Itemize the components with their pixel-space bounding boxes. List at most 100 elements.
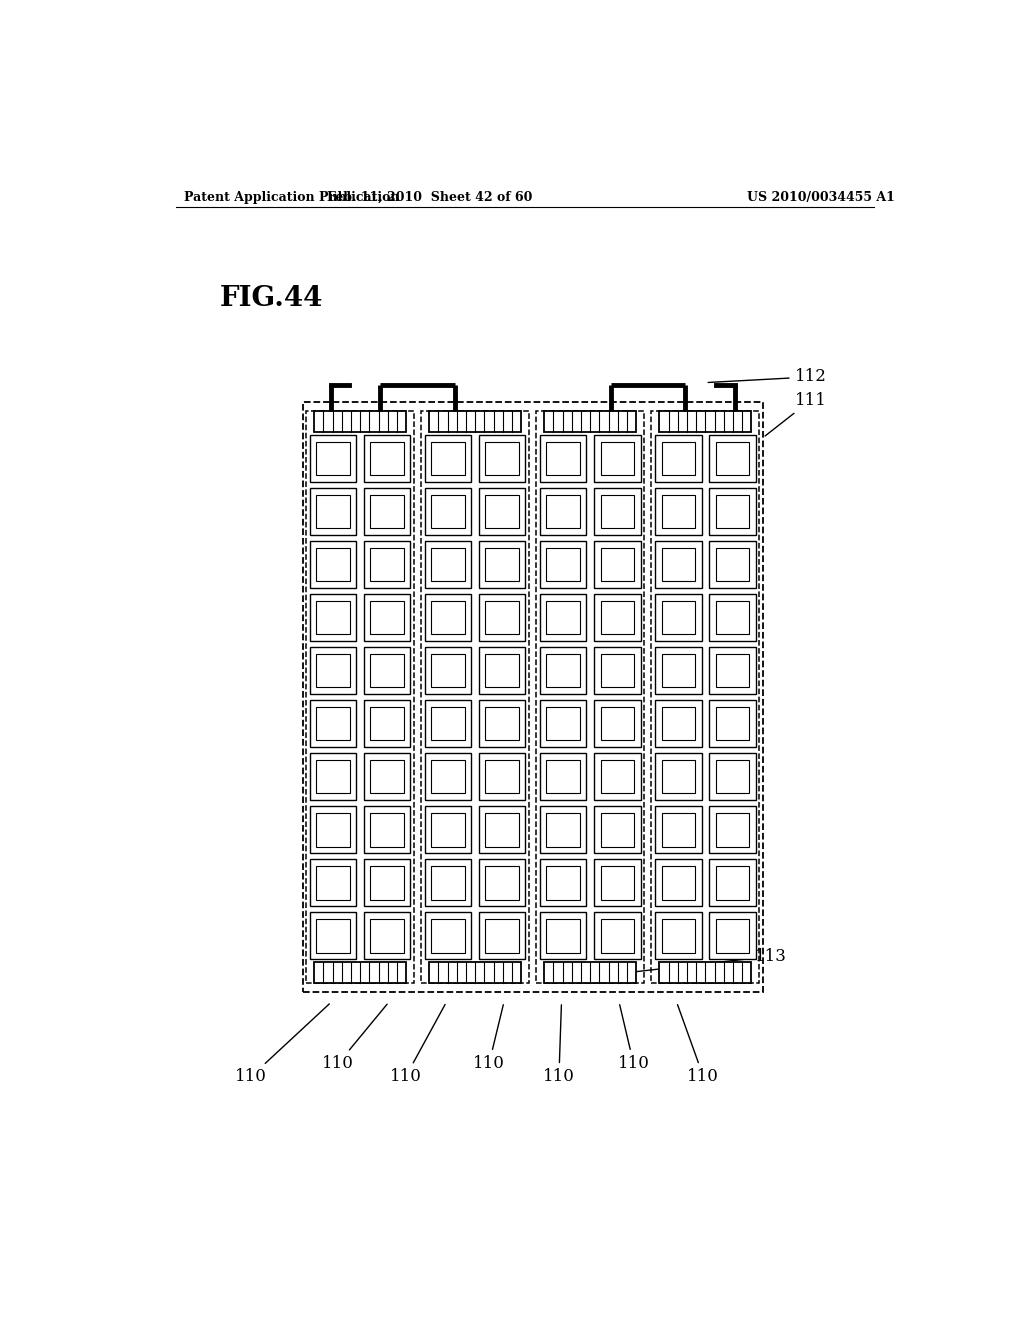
Bar [316, 919, 350, 953]
Bar [600, 653, 634, 688]
Bar [600, 548, 634, 581]
Bar [710, 541, 756, 587]
Bar [600, 760, 634, 793]
Bar [364, 436, 411, 482]
Bar [431, 653, 465, 688]
Bar [364, 594, 411, 640]
Bar [310, 488, 356, 535]
Bar [547, 919, 580, 953]
Bar [371, 495, 403, 528]
Bar [310, 701, 356, 747]
Bar [425, 859, 471, 906]
Bar [371, 548, 403, 581]
Bar [655, 859, 701, 906]
Bar [600, 813, 634, 846]
Bar [600, 441, 634, 475]
Bar [594, 647, 641, 694]
Bar [364, 701, 411, 747]
Bar [540, 807, 587, 853]
Bar [662, 760, 695, 793]
Bar [485, 441, 519, 475]
Bar [594, 541, 641, 587]
Bar [540, 488, 587, 535]
Bar [371, 706, 403, 741]
Text: 110: 110 [390, 1005, 445, 1085]
Bar [710, 912, 756, 960]
Bar [310, 647, 356, 694]
Bar [716, 601, 750, 635]
Bar [431, 495, 465, 528]
Bar [425, 701, 471, 747]
Bar [547, 813, 580, 846]
Bar [371, 653, 403, 688]
Bar [485, 813, 519, 846]
Bar [594, 594, 641, 640]
Bar [716, 548, 750, 581]
Bar [310, 436, 356, 482]
Bar [662, 866, 695, 900]
Bar [544, 411, 636, 432]
Bar [594, 436, 641, 482]
Bar [479, 859, 525, 906]
Bar [710, 647, 756, 694]
Bar [371, 760, 403, 793]
Bar [594, 807, 641, 853]
Bar [425, 436, 471, 482]
Bar [364, 647, 411, 694]
Bar [485, 495, 519, 528]
Bar [429, 411, 521, 432]
Bar [655, 594, 701, 640]
Bar [659, 411, 752, 432]
Bar [364, 754, 411, 800]
Bar [316, 495, 350, 528]
Bar [314, 411, 407, 432]
Bar [316, 866, 350, 900]
Bar [425, 912, 471, 960]
Bar [600, 866, 634, 900]
Bar [431, 919, 465, 953]
Bar [662, 653, 695, 688]
Bar [485, 706, 519, 741]
Bar [655, 647, 701, 694]
Bar [600, 706, 634, 741]
Bar [594, 488, 641, 535]
Bar [306, 411, 415, 983]
Text: 111: 111 [765, 392, 826, 436]
Bar [600, 601, 634, 635]
Bar [716, 866, 750, 900]
Bar [662, 706, 695, 741]
Bar [479, 594, 525, 640]
Bar [303, 403, 763, 991]
Bar [716, 919, 750, 953]
Bar [310, 541, 356, 587]
Bar [655, 754, 701, 800]
Bar [479, 488, 525, 535]
Bar [540, 594, 587, 640]
Bar [479, 912, 525, 960]
Bar [314, 962, 407, 983]
Bar [594, 754, 641, 800]
Bar [485, 601, 519, 635]
Bar [594, 859, 641, 906]
Bar [716, 441, 750, 475]
Bar [364, 488, 411, 535]
Bar [655, 807, 701, 853]
Bar [540, 647, 587, 694]
Bar [547, 706, 580, 741]
Bar [310, 807, 356, 853]
Bar [479, 754, 525, 800]
Bar [594, 701, 641, 747]
Bar [716, 813, 750, 846]
Bar [316, 706, 350, 741]
Bar [662, 495, 695, 528]
Bar [371, 441, 403, 475]
Bar [479, 647, 525, 694]
Bar [421, 411, 529, 983]
Text: US 2010/0034455 A1: US 2010/0034455 A1 [748, 191, 895, 203]
Bar [364, 541, 411, 587]
Text: 110: 110 [543, 1005, 574, 1085]
Bar [425, 594, 471, 640]
Bar [662, 441, 695, 475]
Text: 110: 110 [678, 1005, 719, 1085]
Bar [485, 919, 519, 953]
